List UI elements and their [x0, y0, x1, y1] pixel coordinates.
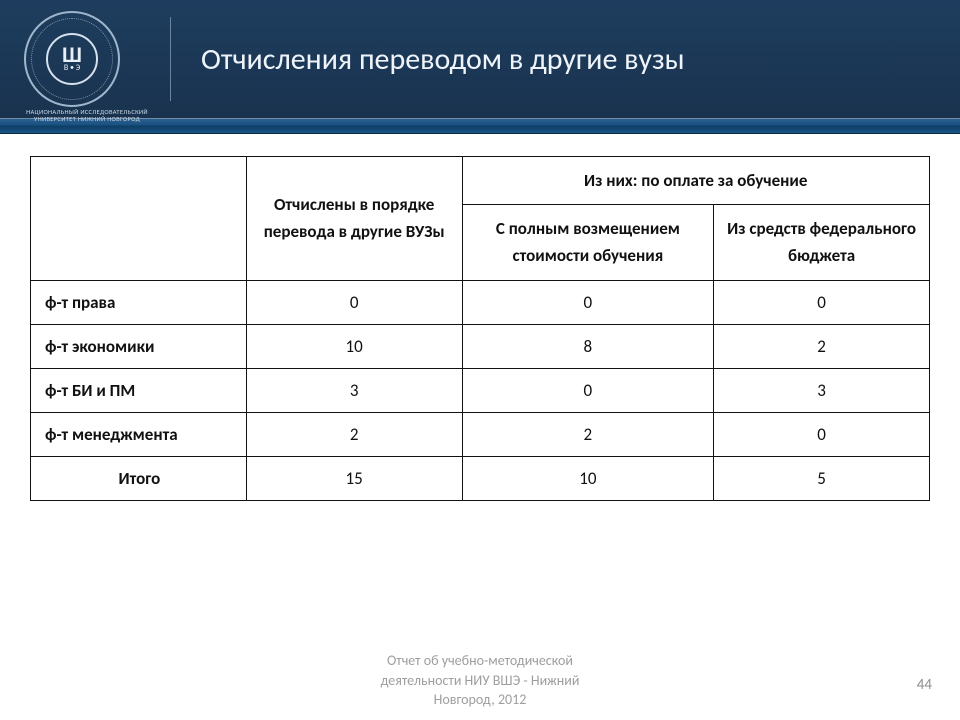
table-body: ф-т права 0 0 0 ф-т экономики 10 8 2 ф-т…: [31, 280, 930, 500]
cell: 0: [246, 280, 462, 324]
cell: 2: [462, 412, 714, 456]
cell: 3: [246, 368, 462, 412]
cell: 8: [462, 324, 714, 368]
logo-caption: НАЦИОНАЛЬНЫЙ ИССЛЕДОВАТЕЛЬСКИЙ УНИВЕРСИТ…: [22, 109, 152, 124]
footer-line: Новгород, 2012: [0, 690, 960, 710]
row-label: ф-т права: [31, 280, 247, 324]
row-label: ф-т менеджмента: [31, 412, 247, 456]
cell: 0: [714, 280, 930, 324]
footer-line: деятельности НИУ ВШЭ - Нижний: [0, 671, 960, 691]
transfers-table: Отчислены в порядке перевода в другие ВУ…: [30, 156, 930, 501]
row-label: Итого: [31, 456, 247, 500]
slide-title: Отчисления переводом в другие вузы: [201, 41, 685, 78]
row-label: ф-т экономики: [31, 324, 247, 368]
table-row: ф-т экономики 10 8 2: [31, 324, 930, 368]
table-header-full-reimbursement: С полным возмещением стоимости обучения: [462, 205, 714, 280]
cell: 2: [714, 324, 930, 368]
table-row: ф-т БИ и ПМ 3 0 3: [31, 368, 930, 412]
table-header-federal-budget: Из средств федерального бюджета: [714, 205, 930, 280]
slide-content: Отчислены в порядке перевода в другие ВУ…: [0, 134, 960, 501]
table-header-faculty: [31, 157, 247, 281]
cell: 0: [462, 280, 714, 324]
footer-line: Отчет об учебно-методической: [0, 651, 960, 671]
cell: 2: [246, 412, 462, 456]
university-logo: Ш В • Э НАЦИОНАЛЬНЫЙ ИССЛЕДОВАТЕЛЬСКИЙ У…: [22, 9, 122, 109]
cell: 0: [462, 368, 714, 412]
table-header-payment-group: Из них: по оплате за обучение: [462, 157, 930, 205]
table-row: ф-т менеджмента 2 2 0: [31, 412, 930, 456]
cell: 10: [246, 324, 462, 368]
table-row: ф-т права 0 0 0: [31, 280, 930, 324]
cell: 3: [714, 368, 930, 412]
header-divider: [170, 17, 171, 101]
cell: 15: [246, 456, 462, 500]
table-row-total: Итого 15 10 5: [31, 456, 930, 500]
cell: 10: [462, 456, 714, 500]
table-header-transferred: Отчислены в порядке перевода в другие ВУ…: [246, 157, 462, 281]
slide-footer: Отчет об учебно-методической деятельност…: [0, 651, 960, 710]
row-label: ф-т БИ и ПМ: [31, 368, 247, 412]
cell: 5: [714, 456, 930, 500]
cell: 0: [714, 412, 930, 456]
slide-header: Ш В • Э НАЦИОНАЛЬНЫЙ ИССЛЕДОВАТЕЛЬСКИЙ У…: [0, 0, 960, 118]
page-number: 44: [917, 676, 932, 694]
